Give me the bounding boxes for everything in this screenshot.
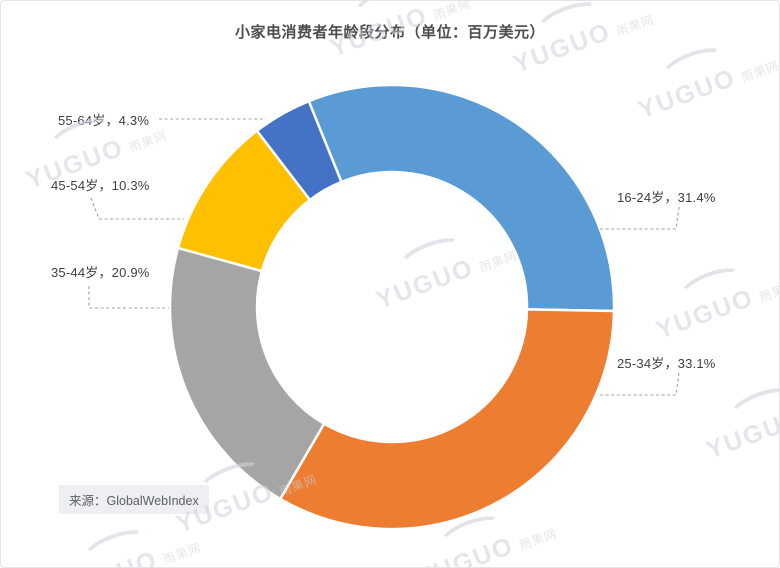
donut-slice-25-34岁 bbox=[279, 308, 616, 531]
leader-line-45-54 bbox=[90, 197, 184, 220]
slice-label-45-54: 45-54岁，10.3% bbox=[51, 178, 150, 193]
donut-slice-55-64岁 bbox=[255, 99, 343, 202]
donut-slice-35-44岁 bbox=[168, 246, 326, 501]
slice-label-25-34: 25-34岁，33.1% bbox=[617, 356, 716, 371]
donut-slice-16-24岁 bbox=[307, 83, 616, 313]
chart-title: 小家电消费者年龄段分布（单位：百万美元） bbox=[234, 24, 545, 41]
slice-label-35-44: 35-44岁，20.9% bbox=[51, 265, 150, 280]
leader-lines bbox=[88, 118, 680, 396]
donut-segments bbox=[168, 83, 616, 531]
slice-label-55-64: 55-64岁，4.3% bbox=[58, 113, 150, 128]
leader-line-25-34 bbox=[597, 372, 680, 396]
leader-line-16-24 bbox=[600, 206, 680, 230]
slice-label-16-24: 16-24岁，31.4% bbox=[617, 190, 716, 205]
leader-line-35-44 bbox=[88, 286, 169, 309]
source-label: 来源：GlobalWebIndex bbox=[59, 485, 209, 514]
